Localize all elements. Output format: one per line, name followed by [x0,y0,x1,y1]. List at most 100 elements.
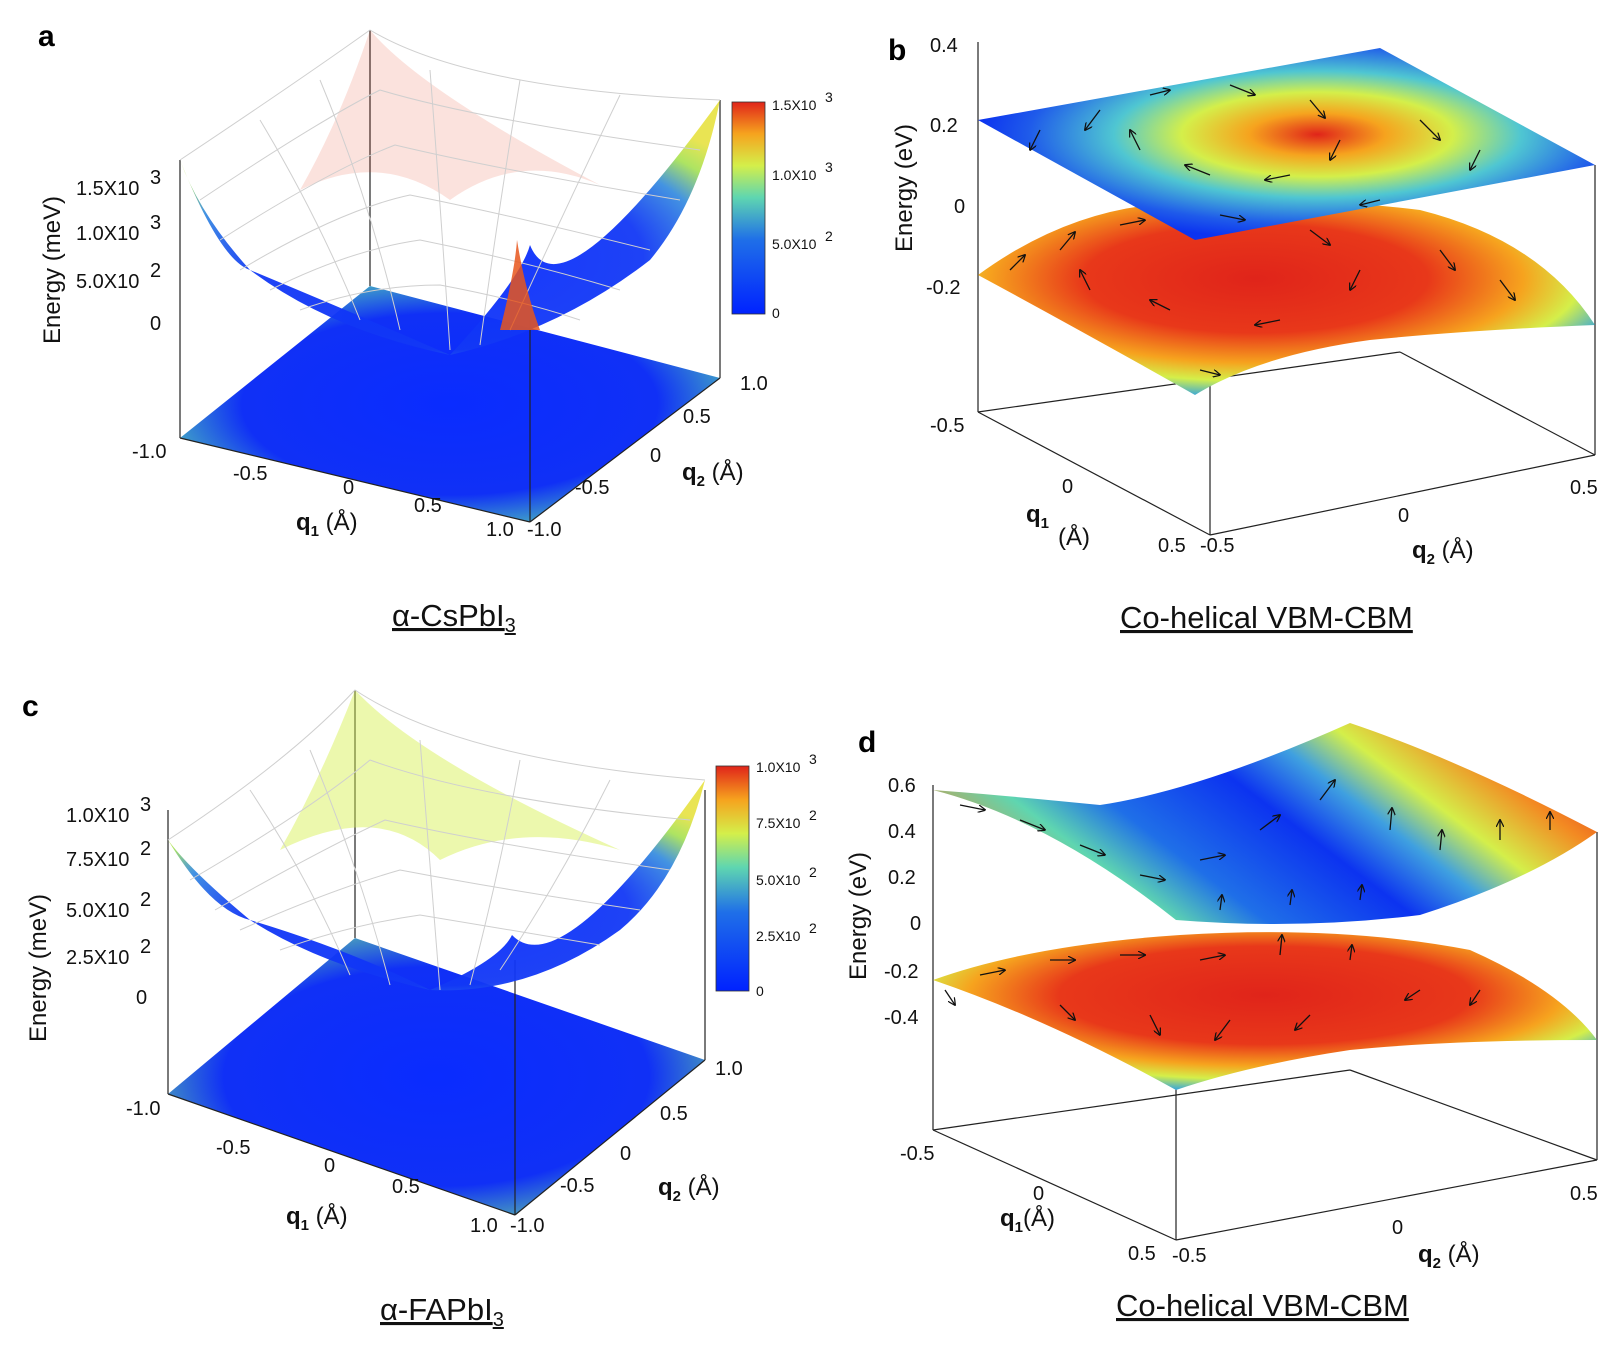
panel-a: a 1.5X10 3 [38,20,833,637]
svg-text:0.5: 0.5 [414,495,442,517]
svg-text:0.2: 0.2 [930,115,958,137]
svg-text:3: 3 [825,159,833,175]
svg-text:0.5: 0.5 [392,1176,420,1198]
svg-text:-0.2: -0.2 [926,277,960,299]
panel-d-q2-label: q2 (Å) [1418,1240,1480,1272]
panel-a-ytick-1: 1.0X10 [76,223,139,245]
svg-text:0.5: 0.5 [1158,535,1186,557]
panel-d-letter: d [858,726,876,759]
panel-c-letter: c [22,690,39,723]
panel-a-q1-label: q1 (Å) [296,508,358,540]
svg-text:0: 0 [343,477,354,499]
panel-a-base-projection [180,286,720,522]
panel-b-ylabel: Energy (eV) [891,124,918,252]
svg-text:2: 2 [825,228,833,244]
panel-c-colorbar-ticks: 1.0X10 3 7.5X10 2 5.0X10 2 2.5X10 2 0 [756,751,817,999]
svg-text:1.5X10: 1.5X10 [772,97,817,113]
svg-text:-1.0: -1.0 [126,1098,160,1120]
svg-text:0: 0 [910,913,921,935]
svg-text:-0.5: -0.5 [216,1137,250,1159]
panel-a-ytick-3: 0 [150,313,161,335]
panel-b-letter: b [888,34,906,67]
panel-b-y-ticks: 0.4 0.2 0 -0.2 [926,35,965,299]
svg-text:0: 0 [324,1155,335,1177]
svg-text:-0.5: -0.5 [1172,1245,1206,1267]
panel-a-ylabel: Energy (meV) [39,196,66,344]
svg-text:2.5X10: 2.5X10 [756,928,801,944]
panel-d-q2-ticks: -0.5 0 0.5 [1172,1183,1598,1267]
svg-text:3: 3 [825,89,833,105]
panel-c-energy-surface [168,780,705,991]
svg-text:0: 0 [650,445,661,467]
panel-d-caption: Co-helical VBM-CBM [1116,1288,1409,1323]
svg-text:7.5X10: 7.5X10 [756,815,801,831]
panel-a-q2-label: q2 (Å) [682,458,744,490]
svg-text:2: 2 [140,936,151,958]
panel-b-caption: Co-helical VBM-CBM [1120,600,1413,635]
panel-c-caption: α-FAPbI3 [380,1292,504,1331]
svg-text:-0.5: -0.5 [1200,535,1234,557]
svg-text:-0.5: -0.5 [930,415,964,437]
svg-text:0.5: 0.5 [683,406,711,428]
svg-text:2.5X10: 2.5X10 [66,947,129,969]
svg-text:0.4: 0.4 [888,821,916,843]
svg-text:0.5: 0.5 [660,1103,688,1125]
svg-text:0.5: 0.5 [1128,1243,1156,1265]
panel-a-colorbar [731,101,766,315]
svg-text:0: 0 [136,987,147,1009]
svg-text:0: 0 [954,196,965,218]
panel-c-y-ticks: 1.0X10 3 7.5X10 2 5.0X10 2 2.5X10 2 0 [66,794,151,1009]
svg-text:-1.0: -1.0 [510,1215,544,1237]
panel-b-cbm-surface [978,48,1595,240]
svg-text:2: 2 [150,260,161,282]
svg-text:0: 0 [1033,1183,1044,1205]
panel-a-ytick-2: 5.0X10 [76,271,139,293]
panel-c-colorbar [715,765,750,992]
svg-text:1.0: 1.0 [715,1058,743,1080]
svg-text:2: 2 [809,807,817,823]
panel-a-q2-ticks: -1.0 -0.5 0 0.5 1.0 [527,373,768,541]
panel-b: b 0.4 0.2 0 -0.2 [888,34,1598,635]
svg-text:0.5: 0.5 [1570,477,1598,499]
svg-text:1.0: 1.0 [486,519,514,541]
svg-text:-0.5: -0.5 [233,463,267,485]
svg-text:0: 0 [1062,476,1073,498]
svg-text:5.0X10: 5.0X10 [772,236,817,252]
panel-a-ytick-0: 1.5X10 [76,178,139,200]
panel-d-q1-ticks: -0.5 0 0.5 [900,1143,1156,1265]
panel-c-q1-label: q1 (Å) [286,1202,348,1234]
svg-text:0: 0 [1392,1217,1403,1239]
panel-a-energy-surface [180,100,720,355]
panel-b-q1-ticks: -0.5 0 0.5 [930,415,1186,557]
svg-text:1.0: 1.0 [470,1215,498,1237]
svg-text:1.0X10: 1.0X10 [756,759,801,775]
panel-c: c 1.0X10 3 7.5X10 2 5.0X10 2 2.5X10 2 0 [22,689,817,1331]
svg-text:7.5X10: 7.5X10 [66,849,129,871]
panel-c-q2-label: q2 (Å) [658,1173,720,1205]
svg-text:0: 0 [1398,505,1409,527]
svg-text:-0.2: -0.2 [884,961,918,983]
panel-b-vbm-surface [978,201,1595,395]
panel-b-q2-label: q2 (Å) [1412,536,1474,568]
svg-text:1.0: 1.0 [740,373,768,395]
panel-a-wireframe [179,29,721,351]
svg-text:0.4: 0.4 [930,35,958,57]
panel-d-spin-arrows [944,780,1550,1040]
panel-d-y-ticks: 0.6 0.4 0.2 0 -0.2 -0.4 [884,775,921,1029]
svg-text:(Å): (Å) [1058,523,1090,551]
panel-c-ylabel: Energy (meV) [25,894,52,1042]
panel-b-q2-ticks: -0.5 0 0.5 [1200,477,1598,557]
panel-a-letter: a [38,20,55,53]
panel-c-q1-ticks: -1.0 -0.5 0 0.5 1.0 [126,1098,498,1237]
panel-d-ylabel: Energy (eV) [845,852,872,980]
panel-a-caption: α-CsPbI3 [392,598,516,637]
panel-b-spin-arrows [1009,84,1515,375]
panel-d-cbm-surface [933,723,1597,924]
panel-c-base-projection [168,938,705,1215]
svg-text:-1.0: -1.0 [132,441,166,463]
panel-d-q1-label: q1(Å) [1000,1204,1055,1236]
svg-text:-0.5: -0.5 [560,1175,594,1197]
svg-text:-0.5: -0.5 [575,477,609,499]
svg-text:2: 2 [140,838,151,860]
